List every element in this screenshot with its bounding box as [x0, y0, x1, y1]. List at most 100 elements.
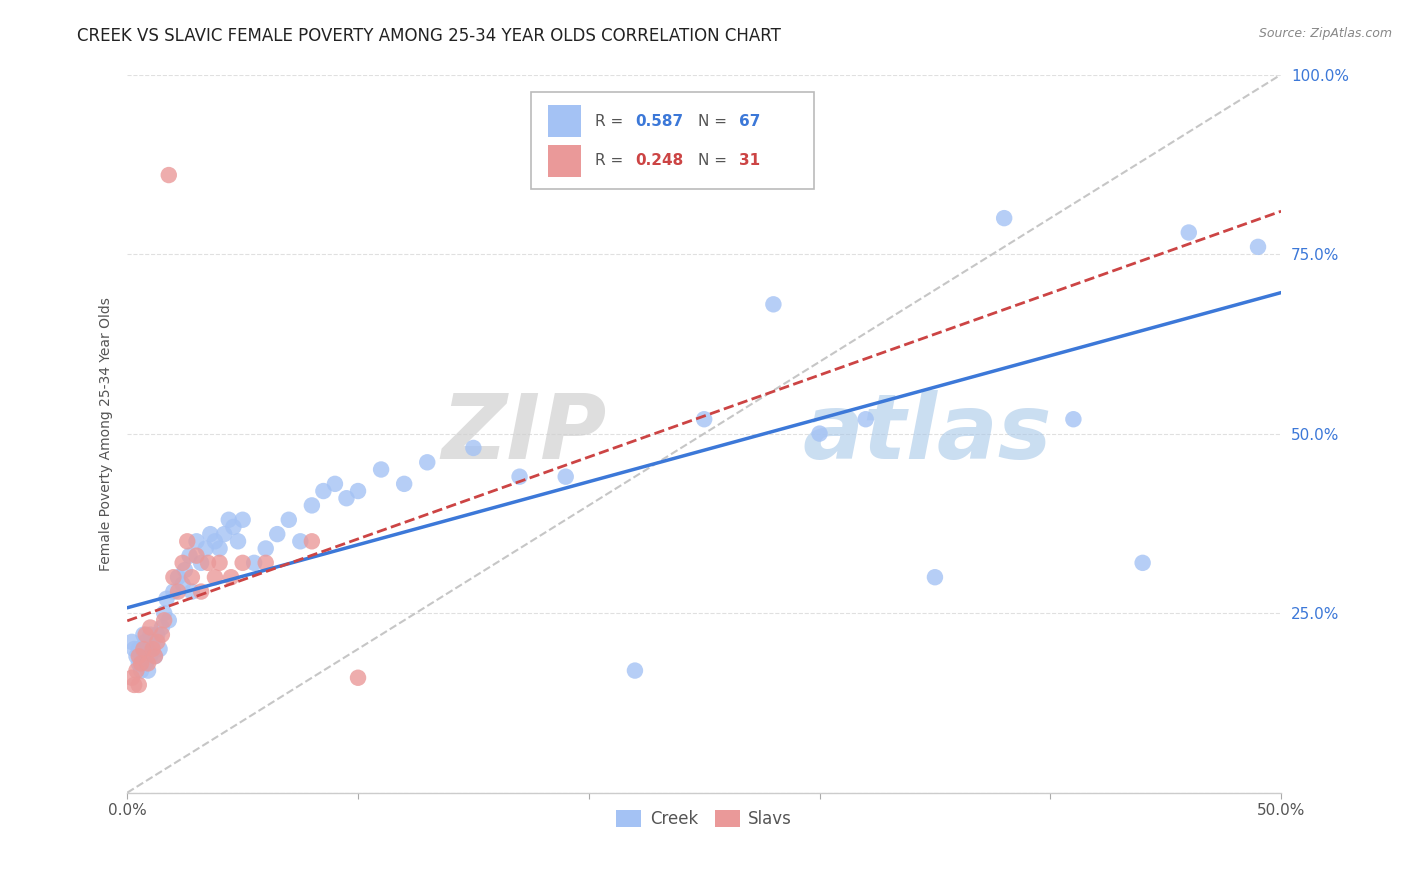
- Point: [139, 628, 162, 642]
- Point: [180, 584, 202, 599]
- Point: [125, 664, 148, 678]
- Point: [121, 671, 143, 685]
- Point: [132, 628, 155, 642]
- Point: [122, 678, 145, 692]
- Point: [143, 649, 166, 664]
- Point: [122, 642, 145, 657]
- Point: [157, 168, 180, 182]
- Point: [186, 534, 208, 549]
- Point: [624, 664, 647, 678]
- Point: [924, 570, 946, 584]
- Y-axis label: Female Poverty Among 25-34 Year Olds: Female Poverty Among 25-34 Year Olds: [100, 297, 114, 571]
- Point: [157, 613, 180, 627]
- Point: [186, 549, 208, 563]
- Point: [232, 513, 254, 527]
- Point: [162, 584, 184, 599]
- Point: [463, 441, 485, 455]
- Point: [204, 534, 226, 549]
- Point: [125, 649, 148, 664]
- Point: [135, 635, 157, 649]
- Point: [190, 556, 212, 570]
- Point: [167, 570, 190, 584]
- Point: [226, 534, 249, 549]
- Text: 0.587: 0.587: [636, 113, 683, 128]
- Point: [301, 534, 323, 549]
- Text: N =: N =: [699, 113, 733, 128]
- Point: [136, 642, 159, 657]
- Point: [153, 613, 176, 627]
- Point: [162, 570, 184, 584]
- Point: [335, 491, 357, 506]
- Point: [232, 556, 254, 570]
- FancyBboxPatch shape: [531, 93, 814, 189]
- Point: [129, 657, 152, 671]
- Point: [277, 513, 299, 527]
- Point: [347, 483, 370, 498]
- Point: [128, 678, 150, 692]
- Text: 0.248: 0.248: [636, 153, 683, 169]
- Point: [855, 412, 877, 426]
- Text: CREEK VS SLAVIC FEMALE POVERTY AMONG 25-34 YEAR OLDS CORRELATION CHART: CREEK VS SLAVIC FEMALE POVERTY AMONG 25-…: [77, 27, 782, 45]
- Point: [554, 469, 576, 483]
- Text: 67: 67: [738, 113, 761, 128]
- Point: [176, 534, 198, 549]
- Point: [312, 483, 335, 498]
- Point: [197, 556, 219, 570]
- Point: [153, 606, 176, 620]
- Point: [142, 635, 165, 649]
- Point: [1062, 412, 1084, 426]
- Point: [155, 591, 177, 606]
- Point: [142, 642, 165, 657]
- Point: [808, 426, 831, 441]
- Bar: [548, 105, 581, 137]
- Point: [194, 541, 217, 556]
- Text: Source: ZipAtlas.com: Source: ZipAtlas.com: [1258, 27, 1392, 40]
- Point: [290, 534, 312, 549]
- Bar: [548, 145, 581, 177]
- Point: [135, 628, 157, 642]
- Point: [128, 649, 150, 664]
- Point: [135, 657, 157, 671]
- Point: [132, 649, 155, 664]
- Point: [143, 649, 166, 664]
- Text: ZIP: ZIP: [441, 390, 606, 477]
- Point: [200, 527, 222, 541]
- Text: N =: N =: [699, 153, 733, 169]
- Point: [1247, 240, 1270, 254]
- Text: R =: R =: [595, 113, 627, 128]
- Point: [254, 541, 277, 556]
- Text: 31: 31: [738, 153, 759, 169]
- Point: [174, 563, 197, 577]
- Point: [1132, 556, 1154, 570]
- Point: [243, 556, 266, 570]
- Point: [128, 642, 150, 657]
- Point: [190, 584, 212, 599]
- Point: [136, 664, 159, 678]
- Point: [509, 469, 531, 483]
- Point: [208, 556, 231, 570]
- Point: [172, 577, 194, 591]
- Point: [150, 620, 173, 634]
- Point: [208, 541, 231, 556]
- Point: [219, 570, 242, 584]
- Point: [129, 664, 152, 678]
- Point: [139, 649, 162, 664]
- Point: [129, 649, 152, 664]
- Point: [218, 513, 240, 527]
- Point: [1178, 226, 1201, 240]
- Point: [148, 642, 170, 657]
- Point: [132, 642, 155, 657]
- Point: [370, 462, 392, 476]
- Point: [993, 211, 1015, 226]
- Point: [212, 527, 235, 541]
- Point: [347, 671, 370, 685]
- Point: [167, 584, 190, 599]
- Point: [204, 570, 226, 584]
- Point: [416, 455, 439, 469]
- Point: [179, 549, 201, 563]
- Point: [392, 476, 415, 491]
- Point: [121, 635, 143, 649]
- Point: [136, 657, 159, 671]
- Legend: Creek, Slavs: Creek, Slavs: [610, 803, 799, 835]
- Point: [762, 297, 785, 311]
